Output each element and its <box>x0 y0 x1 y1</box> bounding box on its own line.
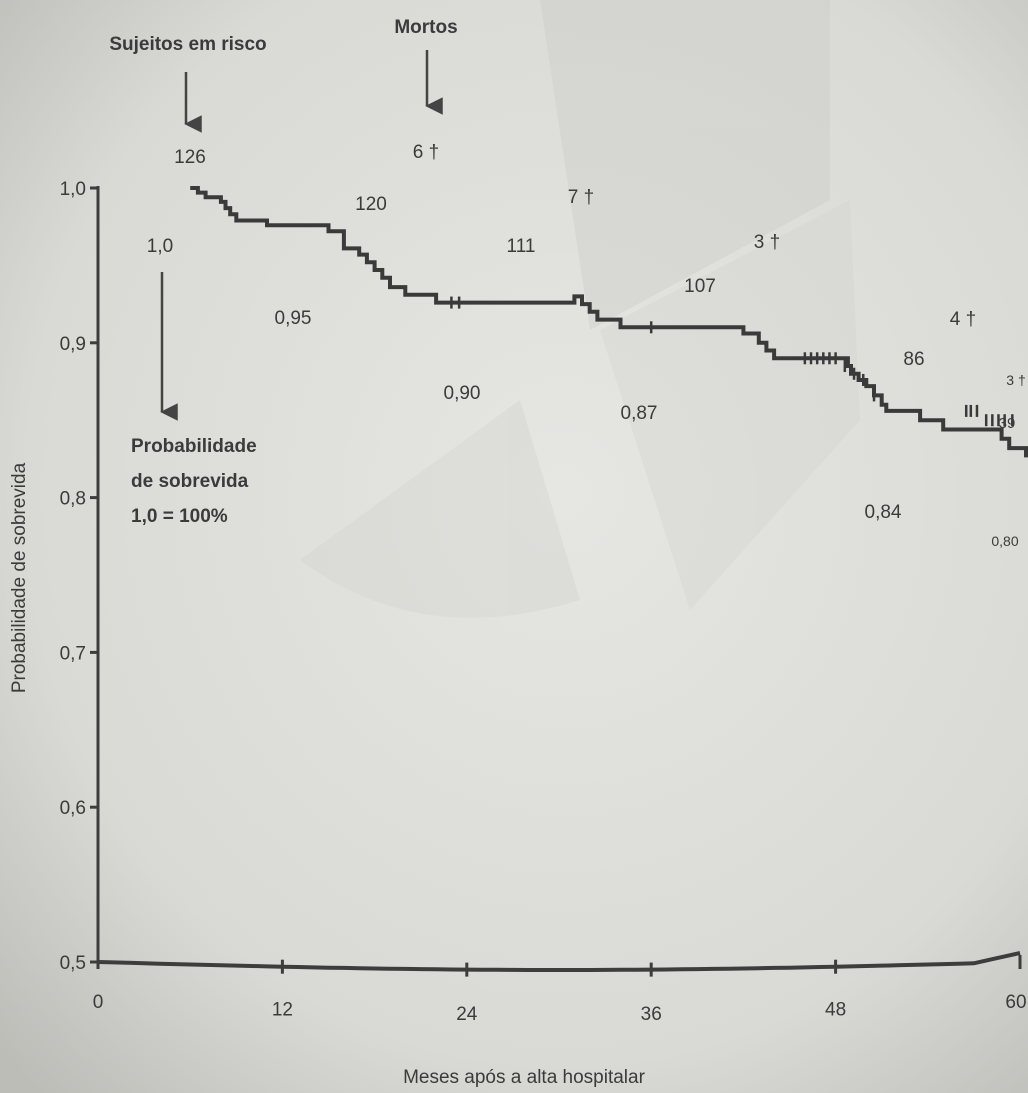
x-axis: 0 12 24 36 48 60 <box>93 951 1027 1025</box>
at-risk-label: 86 <box>903 349 924 370</box>
survival-value-label: 0,87 <box>621 403 658 424</box>
at-risk-label: 107 <box>684 276 716 297</box>
legend-line-scale: 1,0 = 100% <box>131 506 228 527</box>
deaths-header: Mortos <box>394 17 457 38</box>
x-tick-label: 60 <box>1005 992 1026 1013</box>
x-tick-label: 12 <box>272 1000 293 1021</box>
at-risk-label: 39 <box>999 415 1016 432</box>
deaths-label: 3 † <box>1006 372 1025 388</box>
y-ticks: 0,5 0,6 0,7 0,8 0,9 1,0 <box>60 179 98 974</box>
survival-value-label: 0,90 <box>444 383 481 404</box>
legend-line-probabilidade: Probabilidade <box>131 436 257 457</box>
deaths-label: 6 † <box>413 142 439 163</box>
y-axis-title: Probabilidade de sobrevida <box>9 462 30 693</box>
deaths-label: 4 † <box>950 309 976 330</box>
y-tick-label: 0,9 <box>60 334 86 355</box>
at-risk-label: 126 <box>174 147 206 168</box>
survival-value-label: 0,80 <box>991 533 1018 549</box>
survival-value-label: 0,84 <box>865 502 902 523</box>
y-tick-label: 0,7 <box>60 643 86 664</box>
x-ticks: 0 12 24 36 48 60 <box>93 955 1027 1025</box>
survival-value-label: 0,95 <box>275 308 312 329</box>
deaths-label: 7 † <box>568 187 594 208</box>
legend-line-de-sobrevida: de sobrevida <box>131 471 249 492</box>
survival-value-label: 1,0 <box>147 236 173 257</box>
x-tick-label: 24 <box>456 1004 478 1025</box>
y-tick-label: 0,6 <box>60 798 86 819</box>
x-tick-label: 36 <box>641 1004 662 1025</box>
x-tick-label: 0 <box>93 992 104 1013</box>
at-risk-label: 120 <box>355 194 387 215</box>
deaths-label: 3 † <box>754 232 780 253</box>
bleed-through-shapes <box>300 0 860 618</box>
x-tick-label: 48 <box>825 1000 846 1021</box>
at-risk-label: 111 <box>507 236 536 257</box>
y-tick-label: 1,0 <box>60 179 86 200</box>
y-axis: 0,5 0,6 0,7 0,8 0,9 1,0 <box>60 179 100 974</box>
censor-marks <box>450 296 1014 427</box>
y-tick-label: 0,8 <box>60 489 86 510</box>
y-tick-label: 0,5 <box>60 953 86 974</box>
survival-curve-line <box>190 186 1028 458</box>
at-risk-header: Sujeitos em risco <box>109 34 266 55</box>
x-axis-title: Meses após a alta hospitalar <box>403 1067 646 1088</box>
